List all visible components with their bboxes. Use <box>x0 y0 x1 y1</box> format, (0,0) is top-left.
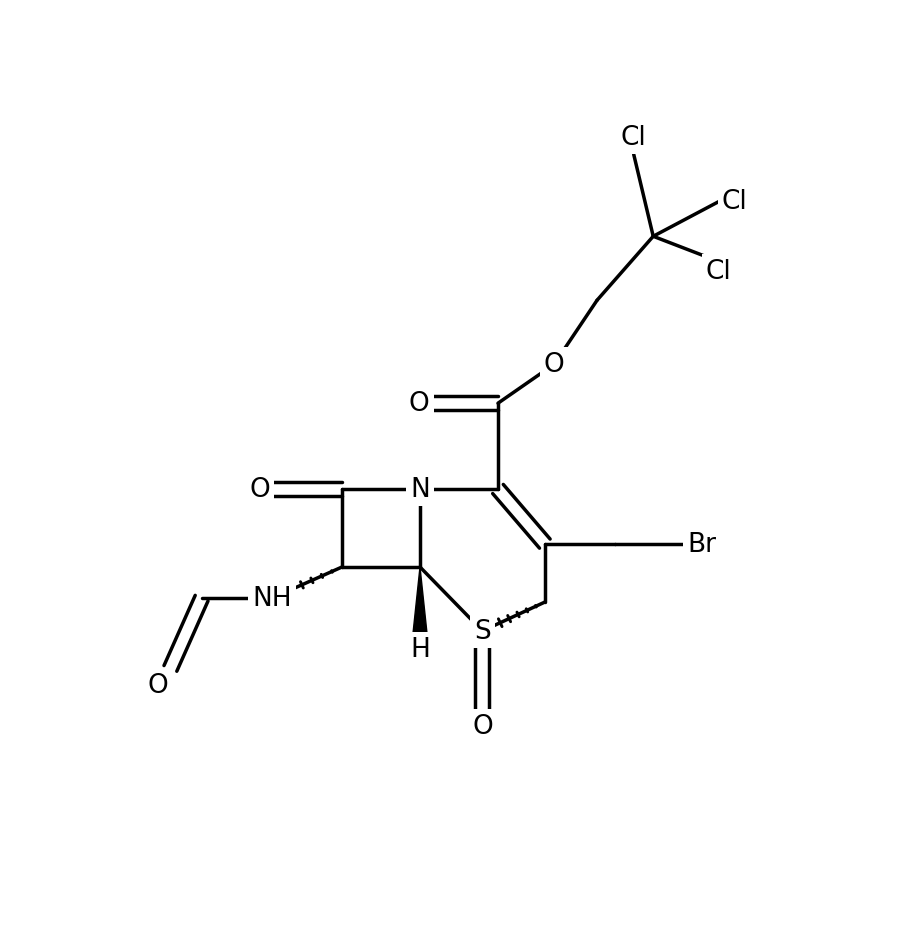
Text: S: S <box>474 618 491 644</box>
Text: Cl: Cl <box>620 125 647 151</box>
Text: O: O <box>148 673 169 699</box>
Text: Cl: Cl <box>706 259 732 285</box>
Text: O: O <box>544 352 565 378</box>
Text: Cl: Cl <box>722 189 747 215</box>
Polygon shape <box>413 567 427 634</box>
Text: O: O <box>472 713 493 739</box>
Text: H: H <box>410 637 430 663</box>
Text: Br: Br <box>687 531 716 557</box>
Text: O: O <box>249 476 270 502</box>
Text: O: O <box>409 391 430 417</box>
Text: NH: NH <box>252 586 292 612</box>
Text: N: N <box>410 476 430 502</box>
